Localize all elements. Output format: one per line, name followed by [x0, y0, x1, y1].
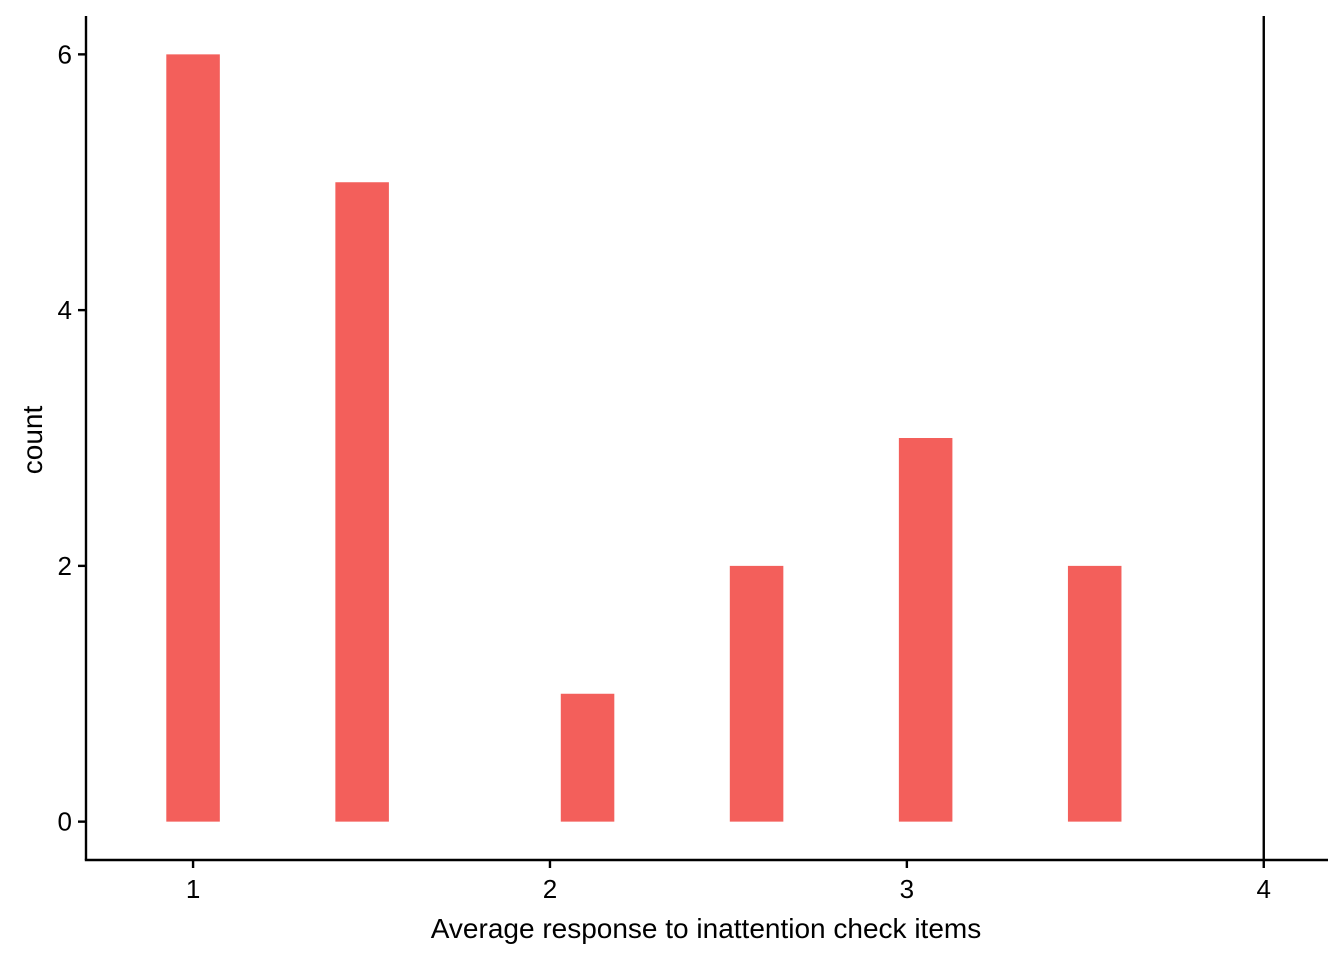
- y-tick-label-0: 0: [58, 807, 72, 837]
- y-tick-label-4: 4: [58, 295, 72, 325]
- x-tick-label-1: 1: [186, 874, 200, 904]
- y-tick-label-2: 2: [58, 551, 72, 581]
- y-axis-title: count: [17, 406, 48, 475]
- x-tick-label-3: 3: [900, 874, 914, 904]
- x-axis-title: Average response to inattention check it…: [431, 913, 981, 944]
- y-ticks-layer: 0 2 4 6: [58, 39, 86, 837]
- bars-layer: [166, 54, 1122, 822]
- x-ticks-layer: 1 2 3 4: [186, 860, 1271, 904]
- x-tick-label-4: 4: [1257, 874, 1271, 904]
- bar-2: [560, 693, 615, 822]
- y-tick-label-6: 6: [58, 39, 72, 69]
- bar-1: [335, 182, 389, 822]
- bar-3: [729, 565, 784, 822]
- x-tick-label-2: 2: [543, 874, 557, 904]
- bar-5: [1067, 565, 1122, 822]
- axes-layer: [84, 16, 1328, 862]
- bar-0: [166, 54, 220, 822]
- bar-4: [898, 438, 953, 822]
